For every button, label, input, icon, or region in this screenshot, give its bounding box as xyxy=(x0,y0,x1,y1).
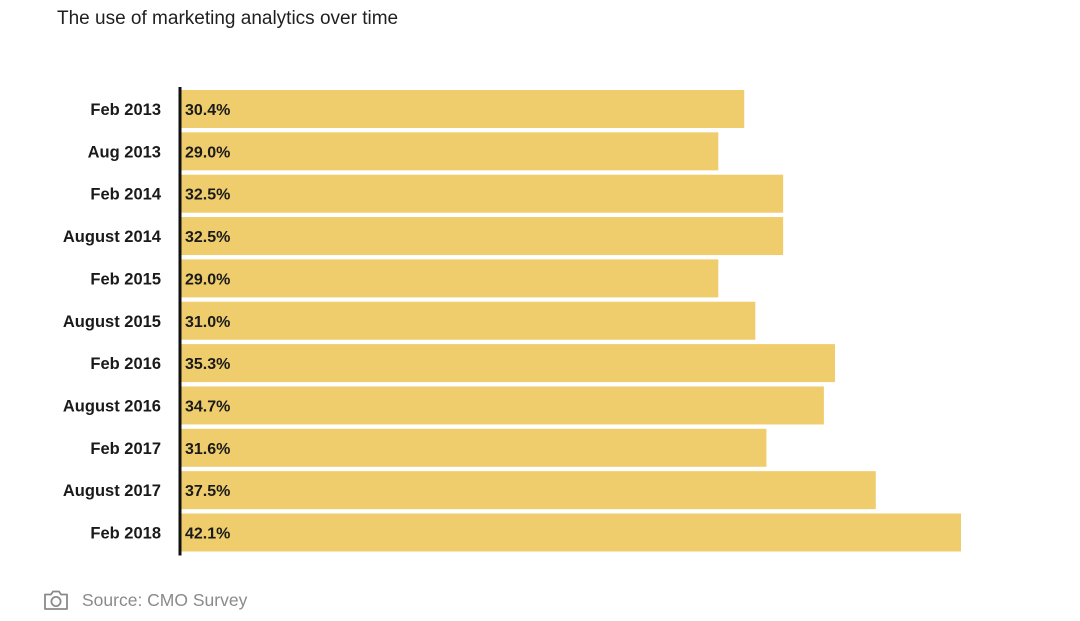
camera-icon xyxy=(42,588,70,612)
bar xyxy=(181,90,745,128)
category-label: Feb 2018 xyxy=(90,525,161,543)
bar xyxy=(181,217,784,256)
value-label: 29.0% xyxy=(185,271,230,288)
bar xyxy=(181,386,824,425)
category-label: Feb 2017 xyxy=(90,440,161,458)
value-label: 29.0% xyxy=(185,144,230,161)
category-label: Feb 2013 xyxy=(90,101,161,119)
bar xyxy=(181,428,767,467)
source-caption: Source: CMO Survey xyxy=(42,586,247,614)
value-label: 31.6% xyxy=(185,441,230,458)
bar xyxy=(181,513,961,552)
value-label: 42.1% xyxy=(185,526,230,543)
category-label: August 2017 xyxy=(63,482,161,500)
bars-layer xyxy=(181,90,961,552)
value-label: 37.5% xyxy=(185,483,230,500)
value-label: 30.4% xyxy=(185,102,230,119)
category-label: August 2016 xyxy=(63,397,161,415)
source-text: Source: CMO Survey xyxy=(82,589,248,610)
value-label: 35.3% xyxy=(185,356,230,373)
bar xyxy=(181,301,756,340)
category-label: Aug 2013 xyxy=(88,143,161,161)
bar xyxy=(181,132,719,171)
labels-layer: Feb 2013 30.4% Aug 2013 29.0% Feb 2014 32.5% A… xyxy=(63,101,231,543)
category-label: August 2014 xyxy=(63,228,162,246)
bar xyxy=(181,344,836,383)
bar xyxy=(181,259,719,298)
value-label: 34.7% xyxy=(185,398,230,415)
value-label: 32.5% xyxy=(185,187,230,204)
value-label: 31.0% xyxy=(185,314,230,331)
category-label: Feb 2016 xyxy=(90,355,161,373)
category-label: August 2015 xyxy=(63,313,161,331)
value-label: 32.5% xyxy=(185,229,230,246)
bar xyxy=(181,471,876,510)
bar xyxy=(181,174,784,213)
chart-title: The use of marketing analytics over time xyxy=(57,8,399,29)
category-label: Feb 2014 xyxy=(90,186,161,204)
category-label: Feb 2015 xyxy=(90,270,161,288)
